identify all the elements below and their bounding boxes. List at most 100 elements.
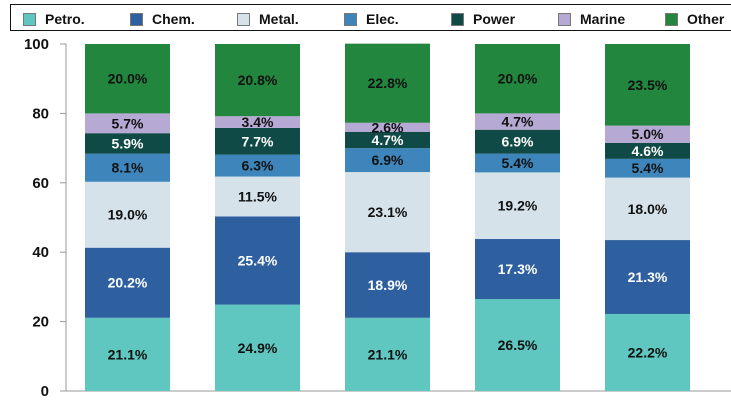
data-label: 4.6% bbox=[632, 143, 664, 159]
bar-segment bbox=[475, 239, 560, 300]
data-label: 23.1% bbox=[368, 204, 408, 220]
legend-swatch bbox=[130, 12, 143, 26]
data-label: 22.2% bbox=[628, 344, 668, 360]
data-label: 5.4% bbox=[502, 155, 534, 171]
legend-label: Marine bbox=[580, 11, 626, 27]
data-label: 3.4% bbox=[242, 114, 274, 130]
data-label: 6.9% bbox=[502, 134, 534, 150]
bar-segment bbox=[605, 125, 690, 143]
bar-segment bbox=[215, 154, 300, 177]
data-label: 19.2% bbox=[498, 198, 538, 214]
legend-label: Chem. bbox=[152, 11, 195, 27]
data-label: 22.8% bbox=[368, 75, 408, 91]
legend-swatch bbox=[23, 12, 36, 26]
bar-segment bbox=[215, 304, 300, 391]
y-tick-label: 60 bbox=[32, 175, 49, 192]
legend-item: Chem. bbox=[130, 11, 195, 27]
legend-label: Metal. bbox=[259, 11, 299, 27]
legend-swatch bbox=[451, 12, 464, 26]
bar-segment bbox=[345, 148, 430, 173]
y-tick-label: 80 bbox=[32, 105, 49, 122]
legend-swatch bbox=[665, 12, 678, 26]
bar-segment bbox=[215, 216, 300, 305]
legend-label: Power bbox=[473, 11, 516, 27]
data-label: 25.4% bbox=[238, 253, 278, 269]
bar-segment bbox=[345, 172, 430, 253]
bar-segment bbox=[85, 247, 170, 318]
data-label: 21.3% bbox=[628, 269, 668, 285]
data-label: 18.9% bbox=[368, 277, 408, 293]
bar-segment bbox=[345, 131, 430, 149]
data-label: 8.1% bbox=[112, 160, 144, 176]
data-label: 19.0% bbox=[108, 207, 148, 223]
data-label: 2.6% bbox=[372, 119, 404, 135]
data-label: 4.7% bbox=[372, 132, 404, 148]
data-label: 4.7% bbox=[502, 114, 534, 130]
data-label: 26.5% bbox=[498, 337, 538, 353]
bar-segment bbox=[345, 122, 430, 132]
y-tick-label: 40 bbox=[32, 244, 49, 261]
legend: Petro. Chem. Metal. Elec. Power Marine Other bbox=[10, 4, 731, 31]
legend-label: Other bbox=[687, 11, 725, 27]
bar-segment bbox=[475, 299, 560, 391]
bar-segment bbox=[85, 153, 170, 182]
bar-segment bbox=[215, 116, 300, 128]
y-tick-label: 0 bbox=[41, 383, 49, 400]
bar-segment bbox=[215, 44, 300, 117]
bar-segment bbox=[85, 133, 170, 154]
legend-item: Metal. bbox=[237, 11, 299, 27]
data-label: 20.2% bbox=[108, 275, 148, 291]
y-tick-label: 20 bbox=[32, 314, 49, 331]
bar-segment bbox=[345, 43, 430, 123]
bar-segment bbox=[605, 142, 690, 159]
bar-segment bbox=[85, 44, 170, 114]
data-label: 5.4% bbox=[632, 160, 664, 176]
bar-segment bbox=[345, 252, 430, 318]
bar-segment bbox=[85, 317, 170, 391]
data-label: 7.7% bbox=[242, 133, 274, 149]
bar-segment bbox=[475, 44, 560, 114]
legend-item: Marine bbox=[558, 11, 625, 27]
bar-segment bbox=[605, 313, 690, 391]
legend-label: Petro. bbox=[45, 11, 85, 27]
data-label: 20.8% bbox=[238, 72, 278, 88]
data-label: 5.7% bbox=[112, 115, 144, 131]
bar-segment bbox=[605, 177, 690, 241]
bar-segment bbox=[475, 129, 560, 154]
data-label: 17.3% bbox=[498, 261, 538, 277]
data-label: 23.5% bbox=[628, 77, 668, 93]
legend-swatch bbox=[344, 12, 357, 26]
y-tick-label: 100 bbox=[24, 36, 49, 53]
bar-segment bbox=[85, 113, 170, 134]
bar-segment bbox=[85, 181, 170, 248]
legend-item: Elec. bbox=[344, 11, 399, 27]
data-label: 21.1% bbox=[368, 346, 408, 362]
data-label: 5.0% bbox=[632, 126, 664, 142]
bar-segment bbox=[475, 113, 560, 130]
bar-segment bbox=[215, 176, 300, 217]
legend-item: Power bbox=[451, 11, 515, 27]
legend-item: Other bbox=[665, 11, 724, 27]
bar-segment bbox=[475, 172, 560, 240]
data-label: 11.5% bbox=[238, 189, 277, 205]
data-label: 6.3% bbox=[242, 158, 274, 174]
legend-item: Petro. bbox=[23, 11, 85, 27]
data-label: 20.0% bbox=[498, 71, 538, 87]
bar-segment bbox=[605, 240, 690, 314]
data-label: 21.1% bbox=[108, 346, 148, 362]
bar-segment bbox=[605, 44, 690, 126]
bar-segment bbox=[215, 127, 300, 155]
data-label: 5.9% bbox=[112, 135, 144, 151]
data-label: 6.9% bbox=[372, 152, 404, 168]
legend-swatch bbox=[558, 12, 571, 26]
data-label: 24.9% bbox=[238, 340, 278, 356]
bar-segment bbox=[345, 317, 430, 391]
legend-swatch bbox=[237, 12, 250, 26]
bar-segment bbox=[475, 153, 560, 173]
data-label: 18.0% bbox=[628, 201, 668, 217]
legend-label: Elec. bbox=[366, 11, 399, 27]
data-label: 20.0% bbox=[108, 71, 148, 87]
bar-segment bbox=[605, 158, 690, 178]
